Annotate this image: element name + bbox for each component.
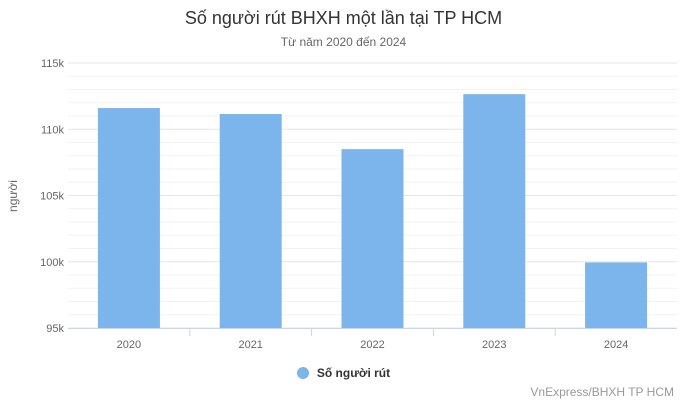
bars — [97, 94, 648, 328]
y-tick-label: 115k — [41, 58, 65, 70]
y-tick-label: 100k — [40, 257, 64, 269]
chart-title: Số người rút BHXH một lần tại TP HCM — [184, 8, 503, 28]
legend-label: Số người rút — [316, 366, 391, 380]
bar-2023[interactable] — [463, 94, 526, 328]
bar-2024[interactable] — [585, 262, 648, 328]
x-tick-label: 2021 — [238, 339, 262, 351]
y-axis: 95k 100k 105k 110k 115k — [40, 58, 64, 335]
y-tick-label: 110k — [41, 124, 65, 136]
legend-swatch-icon — [296, 367, 309, 379]
chart-subtitle: Từ năm 2020 đến 2024 — [280, 35, 407, 49]
bar-2020[interactable] — [97, 108, 160, 328]
y-tick-label: 95k — [46, 323, 64, 335]
x-tick-label: 2023 — [482, 339, 506, 351]
x-tick-label: 2022 — [360, 339, 384, 351]
y-axis-label: người — [6, 180, 20, 212]
x-axis: 2020 2021 2022 2023 2024 — [68, 328, 677, 351]
x-tick-label: 2024 — [604, 339, 628, 351]
credits[interactable]: VnExpress/BHXH TP HCM — [530, 385, 674, 399]
y-tick-label: 105k — [40, 191, 64, 203]
x-tick-label: 2020 — [117, 339, 141, 351]
bar-2022[interactable] — [341, 149, 404, 328]
legend[interactable]: Số người rút — [0, 366, 687, 380]
bar-2021[interactable] — [219, 114, 282, 328]
